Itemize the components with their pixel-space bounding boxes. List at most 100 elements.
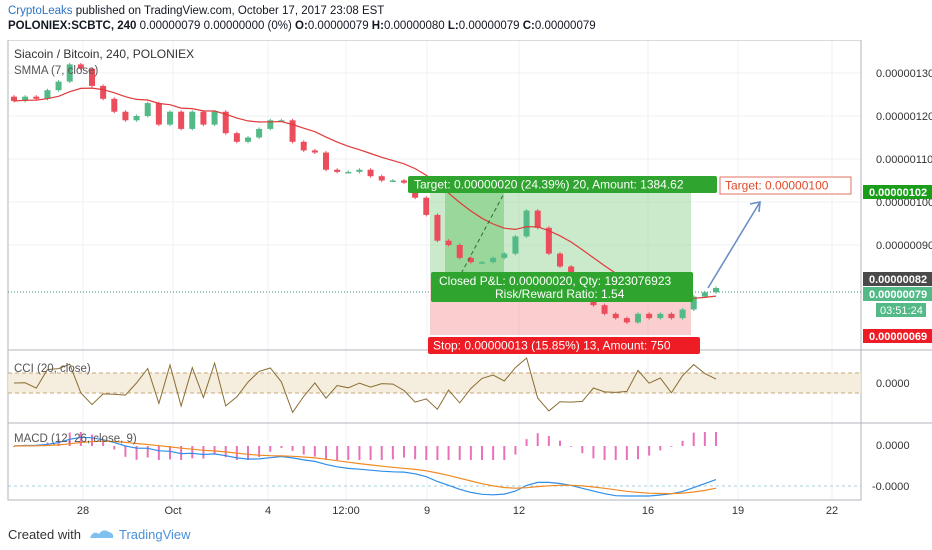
candle-body	[167, 111, 173, 125]
candle-body	[300, 141, 307, 151]
candle-body	[679, 309, 686, 319]
candle-body	[557, 253, 563, 267]
low-value: 0.00000079	[458, 20, 520, 32]
macd-hist-bar	[291, 446, 294, 451]
macd-legend[interactable]: MACD (12, 26, close, 9)	[14, 433, 137, 445]
macd-hist-bar	[581, 446, 584, 454]
time-tick-0: 28	[77, 505, 89, 517]
macd-hist-bar	[191, 446, 194, 459]
time-tick-3: 12:00	[332, 505, 360, 517]
candle-body	[55, 81, 62, 91]
price-tick-0: 0.00000130	[876, 68, 932, 80]
macd-hist-bar	[681, 440, 684, 446]
macd-hist-bar	[469, 446, 472, 460]
time-tick-7: 19	[732, 505, 744, 517]
close-label: C:	[522, 20, 535, 32]
macd-hist-bar	[525, 439, 528, 446]
candle-body	[479, 262, 485, 264]
time-tick-8: 22	[826, 505, 838, 517]
time-tick-4: 9	[424, 505, 430, 517]
macd-hist-bar	[648, 446, 651, 456]
macd-hist-bar	[414, 446, 417, 460]
candle-body	[77, 64, 84, 69]
target-annotation-box[interactable]	[719, 176, 852, 195]
candle-body	[445, 240, 452, 245]
publish-line: CryptoLeaks published on TradingView.com…	[8, 3, 384, 19]
macd-hist-bar	[703, 432, 706, 446]
candles[interactable]	[11, 62, 719, 324]
macd-hist-bar	[258, 446, 261, 457]
macd-axis-tick-1: -0.0000	[872, 481, 909, 493]
macd-hist-bar	[603, 446, 606, 460]
candle-body	[601, 305, 608, 314]
price-tick-2: 0.00000110	[876, 154, 932, 166]
candle-body	[512, 236, 519, 254]
macd-hist-bar	[269, 446, 272, 452]
macd-hist-bar	[358, 446, 361, 460]
macd-hist-bar	[625, 446, 628, 460]
entry-price-badge-text: 0.00000082	[869, 274, 927, 286]
macd-signal-line	[13, 440, 717, 495]
trade-path-dashed	[457, 193, 505, 280]
entry-price-badge	[863, 272, 932, 286]
macd-hist-bar	[503, 446, 506, 460]
candle-body	[367, 169, 374, 177]
candle-body	[155, 103, 162, 125]
macd-hist-bar	[102, 441, 105, 446]
tradingview-brand-link[interactable]: TradingView	[118, 526, 191, 542]
candle-body	[401, 180, 407, 183]
candle-body	[646, 313, 653, 319]
macd-hist-bar	[547, 436, 550, 446]
profit-zone-realized	[445, 191, 504, 278]
last-price-badge-text: 0.00000079	[869, 289, 927, 301]
candle-body	[33, 96, 40, 99]
macd-hist-bar	[202, 446, 205, 459]
change-value: 0.00000079 0.00000000 (0%)	[139, 20, 292, 32]
macd-hist-bar	[325, 446, 327, 460]
macd-hist-bar	[447, 446, 450, 460]
candle-body	[534, 210, 541, 228]
macd-hist-bar	[436, 446, 439, 460]
macd-hist-bar	[492, 446, 495, 460]
candle-body	[44, 90, 51, 99]
macd-hist-bar	[403, 446, 405, 458]
countdown-badge-text: 03:51:24	[880, 305, 923, 317]
created-with-label: Created with	[8, 526, 81, 542]
countdown-badge	[876, 303, 926, 317]
smma-legend[interactable]: SMMA (7, close)	[14, 65, 99, 77]
cci-legend[interactable]: CCI (20, close)	[14, 363, 91, 375]
candle-body	[501, 253, 508, 258]
candle-body	[434, 214, 441, 241]
candle-body	[311, 150, 318, 153]
projection-arrow[interactable]	[707, 201, 761, 289]
macd-hist-bar	[135, 446, 138, 460]
author-link[interactable]: CryptoLeaks	[8, 5, 73, 17]
macd-line	[13, 436, 717, 497]
candle-body	[267, 120, 274, 129]
chart-canvas[interactable]: Siacoin / Bitcoin, 240, POLONIEX SMMA (7…	[0, 40, 932, 522]
closed-pnl-label: Closed P&L: 0.00000020, Qty: 1923076923	[439, 274, 672, 288]
arrow-head-icon	[749, 201, 761, 213]
price-axis[interactable]: 0.00000130 0.00000120 0.00000110 0.00000100…	[876, 68, 932, 252]
macd-hist-bar	[692, 432, 695, 446]
stop-label-box[interactable]	[428, 337, 700, 354]
target-label-box[interactable]	[408, 176, 717, 193]
time-axis[interactable]: 28 Oct 4 12:00 9 12 16 19 22	[77, 505, 838, 517]
macd-hist-bar	[157, 446, 160, 460]
candle-body	[701, 292, 708, 297]
time-tick-5: 12	[513, 505, 525, 517]
target-label: Target: 0.00000020 (24.39%) 20, Amount: …	[414, 178, 684, 192]
pnl-label-box[interactable]	[431, 272, 693, 302]
open-label: O:	[295, 20, 308, 32]
target-price-badge	[863, 185, 932, 199]
tradingview-logo-icon[interactable]	[89, 527, 115, 541]
macd-hist-bar	[637, 446, 639, 460]
stop-price-badge-text: 0.00000069	[869, 331, 927, 343]
price-tick-4: 0.00000090	[876, 240, 932, 252]
candle-body	[467, 257, 474, 263]
macd-hist-bar	[169, 446, 171, 460]
high-label: H:	[371, 20, 384, 32]
price-tick-1: 0.00000120	[876, 111, 932, 123]
risk-reward-label: Risk/Reward Ratio: 1.54	[495, 287, 625, 301]
candle-body	[323, 152, 329, 170]
